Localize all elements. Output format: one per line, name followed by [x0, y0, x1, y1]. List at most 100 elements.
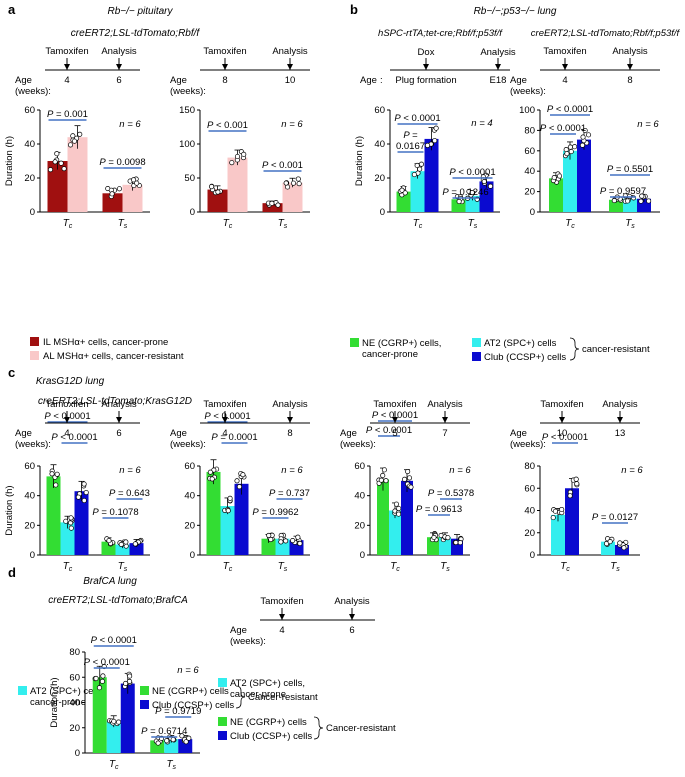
bar [227, 157, 248, 212]
timeline-start-week: 4 [64, 75, 69, 86]
legend-label-il: IL MSHα+ cells, cancer-prone [43, 337, 168, 348]
y-tick-label: 40 [184, 491, 195, 502]
y-tick-label: 40 [374, 139, 385, 150]
legend-swatch-ne [218, 717, 227, 726]
data-point [552, 508, 558, 514]
p-value-label: P < 0.0001 [372, 410, 418, 421]
p-value-label: P = 0.9719 [155, 706, 201, 717]
legend-brace [313, 716, 324, 740]
panel-a-genotype: creERT2;LSL-tdTomato;Rbf/f [71, 28, 201, 39]
data-point [269, 200, 275, 206]
data-point [378, 477, 384, 483]
bar [609, 199, 623, 212]
y-tick-label: 0 [530, 207, 535, 218]
data-point [574, 481, 580, 487]
legend-label-at2-2: cancer-prone [230, 689, 286, 700]
y-axis-label: Duration (h) [49, 677, 60, 727]
legend-d: AT2 (SPC+) cells, cancer-prone NE (CGRP+… [218, 678, 396, 742]
legend-brace [569, 337, 580, 361]
bar [424, 138, 439, 212]
timeline-age-label: Age [230, 625, 247, 636]
data-point [399, 187, 405, 193]
data-point [582, 127, 588, 134]
legend-swatch-club [140, 700, 149, 709]
data-point [116, 719, 122, 725]
data-point [164, 738, 170, 744]
bar [178, 739, 193, 753]
timeline-end-week: 6 [116, 428, 121, 439]
data-point [402, 476, 408, 482]
data-point [621, 545, 627, 551]
data-point [431, 534, 437, 541]
p-value-label: P < 0.0001 [204, 411, 250, 422]
chart-c2: 0 20 40 60 Tc Ts P < 0.0001 P = 0.0001 P = 0.737… [184, 411, 310, 573]
timeline-age-colon: : [380, 75, 383, 86]
panel-d: d BrafCA lung creERT2;LSL-tdTomato;BrafC… [8, 565, 396, 742]
y-tick-label: 20 [374, 173, 385, 184]
p-value-label: P = 0.737 [269, 488, 310, 499]
n-label: n = 6 [449, 465, 471, 476]
data-point [617, 540, 623, 546]
n-label: n = 6 [119, 119, 141, 130]
data-point [81, 497, 87, 504]
timeline-end-week: 6 [116, 75, 121, 86]
timeline-tamoxifen-label: Tamoxifen [260, 596, 303, 607]
data-point [93, 675, 99, 682]
data-point [567, 144, 573, 150]
y-tick-label: 0 [30, 550, 35, 561]
legend-group-label: Cancer-resistant [248, 692, 318, 703]
data-point [290, 537, 296, 544]
timeline-end-week: 7 [442, 428, 447, 439]
chart-a1: 0 20 40 60 Duration (h) Tc Ts P = 0.001 P = 0.00… [4, 105, 150, 230]
x-tick-label: Ts [278, 218, 288, 230]
y-tick-label: 100 [179, 139, 195, 150]
data-point [646, 198, 652, 204]
data-point [118, 541, 124, 547]
data-point [568, 149, 574, 155]
timeline-end-week: 6 [349, 625, 354, 636]
p-value-label: P = 0.0098 [99, 157, 145, 168]
timeline-end-week: 13 [615, 428, 626, 439]
chart-a2: 0 50 100 150 Tc Ts P < 0.001 P < 0.001 n = 6 [179, 105, 310, 230]
timeline-weeks-label: (weeks): [340, 439, 376, 450]
data-point [573, 476, 579, 482]
data-point [111, 718, 117, 724]
y-tick-label: 60 [524, 146, 535, 157]
bar [120, 683, 135, 753]
p-value-label: P < 0.0001 [366, 425, 412, 436]
data-point [134, 180, 140, 186]
chart-d1: 0 20 40 60 80 Duration (h) Tc Ts P < 0.0001 P < 0… [49, 635, 201, 771]
timeline-a2: Tamoxifen Analysis 8 10 Age(weeks): [170, 46, 310, 97]
legend-b: NE (CGRP+) cells, cancer-prone AT2 (SPC+… [350, 337, 650, 363]
y-tick-label: 0 [30, 207, 35, 218]
data-point [579, 142, 586, 148]
timeline-a1: Tamoxifen Analysis 4 6 Age(weeks): [15, 46, 140, 97]
legend-brace [235, 685, 246, 709]
data-point [241, 151, 247, 157]
x-tick-label: Ts [118, 218, 128, 230]
x-tick-label: Tc [223, 561, 233, 573]
data-point [417, 166, 423, 172]
data-point [67, 142, 74, 148]
legend-swatch-at2 [472, 338, 481, 347]
legend-label-club: Club (CCSP+) cells [484, 352, 566, 363]
y-tick-label: 40 [24, 139, 35, 150]
data-point [127, 678, 133, 684]
bar [401, 480, 413, 555]
x-tick-label: Tc [63, 561, 73, 573]
chart-b1: 0 20 40 60 Duration (h) Tc Ts P < 0.0001 P = 0.01… [354, 105, 500, 230]
legend-label-at2: AT2 (SPC+) cells [484, 338, 557, 349]
y-tick-label: 0 [530, 550, 535, 561]
data-point [236, 484, 242, 490]
data-point [225, 508, 231, 514]
p-value-label: P < 0.0001 [84, 657, 130, 668]
data-point [481, 178, 487, 185]
p-value-label: P < 0.001 [207, 120, 248, 131]
data-point [396, 511, 402, 517]
timeline-tamoxifen-label: Tamoxifen [45, 46, 88, 57]
p-value-label: P = 0.5378 [428, 488, 474, 499]
data-point [278, 539, 284, 545]
legend-label-ne: NE (CGRP+) cells [152, 686, 229, 697]
timeline-c2: Tamoxifen Analysis 4 8 Age(weeks): [170, 399, 310, 450]
data-point [585, 132, 592, 138]
